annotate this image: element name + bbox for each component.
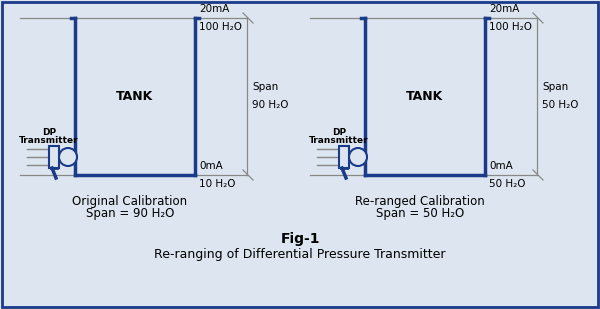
Circle shape [349,148,367,166]
Text: 10 H₂O: 10 H₂O [199,179,235,189]
Text: Span = 90 H₂O: Span = 90 H₂O [86,207,174,220]
Text: 50 H₂O: 50 H₂O [542,100,578,111]
Text: 20mA: 20mA [199,4,229,14]
Text: 50 H₂O: 50 H₂O [489,179,526,189]
Text: 90 H₂O: 90 H₂O [252,100,289,111]
Text: DP: DP [332,128,346,137]
Text: Transmitter: Transmitter [19,136,79,145]
Text: Original Calibration: Original Calibration [73,195,188,208]
Bar [49,146,59,168]
Text: 20mA: 20mA [489,4,520,14]
Text: Re-ranged Calibration: Re-ranged Calibration [355,195,485,208]
Text: 0mA: 0mA [489,161,513,171]
Bar [339,146,349,168]
Text: Span: Span [252,83,278,92]
Text: Span: Span [542,83,568,92]
Text: TANK: TANK [406,90,443,103]
Text: DP: DP [42,128,56,137]
Text: TANK: TANK [116,90,154,103]
Text: 100 H₂O: 100 H₂O [199,22,242,32]
Circle shape [59,148,77,166]
Text: Span = 50 H₂O: Span = 50 H₂O [376,207,464,220]
Text: Transmitter: Transmitter [309,136,369,145]
Text: 0mA: 0mA [199,161,223,171]
Text: Fig-1: Fig-1 [280,232,320,246]
Text: Re-ranging of Differential Pressure Transmitter: Re-ranging of Differential Pressure Tran… [154,248,446,261]
Text: 100 H₂O: 100 H₂O [489,22,532,32]
